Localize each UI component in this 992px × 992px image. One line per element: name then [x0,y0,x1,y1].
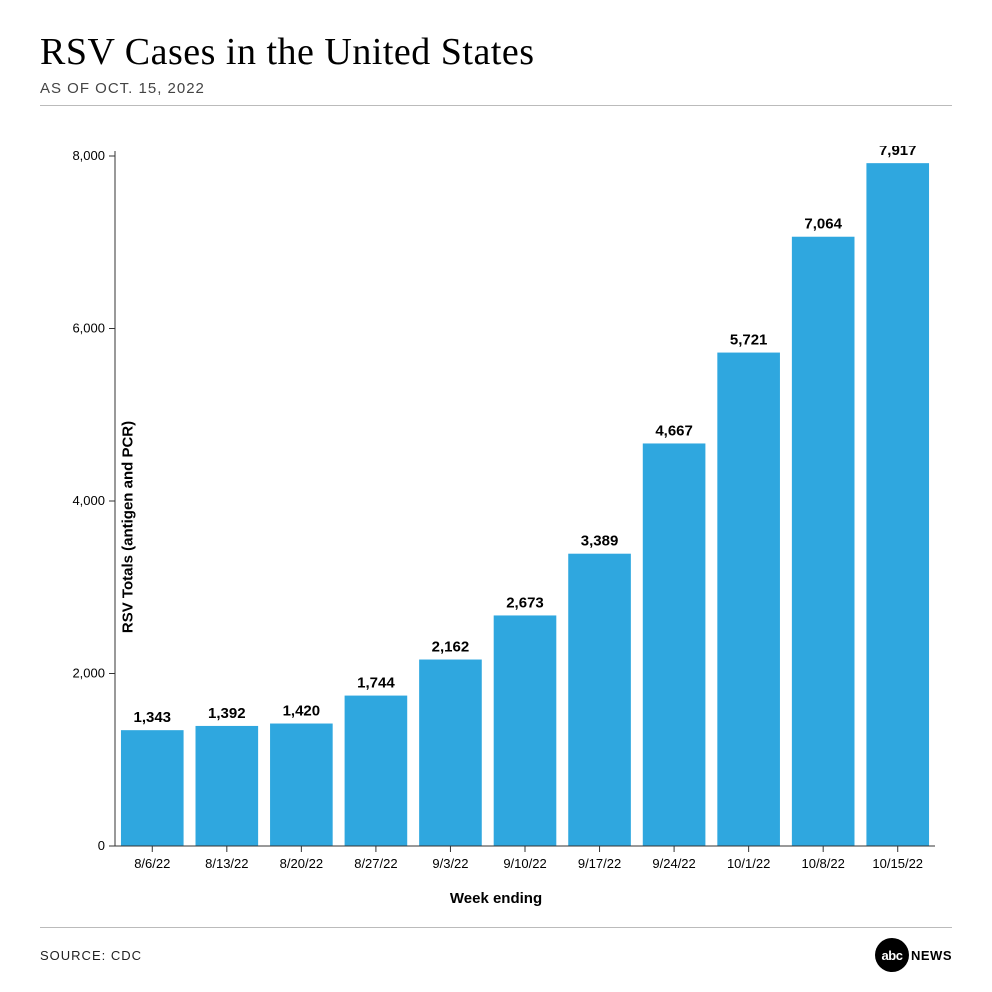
abc-news-logo: abc NEWS [875,938,952,972]
svg-text:7,064: 7,064 [804,216,842,233]
svg-text:9/10/22: 9/10/22 [503,856,546,871]
svg-text:8/6/22: 8/6/22 [134,856,170,871]
svg-text:4,000: 4,000 [72,493,105,508]
chart-area: RSV Totals (antigen and PCR) 0 2,000 4,000… [40,146,952,907]
svg-text:0: 0 [98,838,105,853]
svg-text:8/20/22: 8/20/22 [280,856,323,871]
svg-text:7,917: 7,917 [879,146,917,159]
svg-text:10/1/22: 10/1/22 [727,856,770,871]
svg-text:4,667: 4,667 [655,422,693,439]
svg-text:3,389: 3,389 [581,533,619,550]
svg-text:1,392: 1,392 [208,705,246,722]
svg-text:2,162: 2,162 [432,639,470,656]
svg-text:9/24/22: 9/24/22 [652,856,695,871]
svg-text:2,000: 2,000 [72,666,105,681]
chart-title: RSV Cases in the United States [40,30,952,74]
svg-text:10/15/22: 10/15/22 [872,856,923,871]
svg-text:5,721: 5,721 [730,332,768,349]
news-logo-text: NEWS [911,948,952,963]
svg-text:2,673: 2,673 [506,594,544,611]
abc-logo-circle: abc [875,938,909,972]
svg-text:10/8/22: 10/8/22 [801,856,844,871]
svg-text:6,000: 6,000 [72,321,105,336]
bar-chart: 0 2,000 4,000 6,000 8,000 1,343 8/6/22 1,392 8/1… [40,146,952,886]
svg-text:9/3/22: 9/3/22 [432,856,468,871]
svg-text:8/27/22: 8/27/22 [354,856,397,871]
svg-text:1,343: 1,343 [133,709,171,726]
footer: SOURCE: CDC abc NEWS [40,927,952,972]
chart-subtitle: AS OF OCT. 15, 2022 [40,80,952,106]
svg-text:1,744: 1,744 [357,675,395,692]
x-axis-label: Week ending [40,890,952,907]
svg-text:8,000: 8,000 [72,148,105,163]
svg-text:1,420: 1,420 [283,703,321,720]
source-text: SOURCE: CDC [40,948,142,963]
svg-text:8/13/22: 8/13/22 [205,856,248,871]
svg-text:9/17/22: 9/17/22 [578,856,621,871]
y-axis-label: RSV Totals (antigen and PCR) [120,420,137,632]
